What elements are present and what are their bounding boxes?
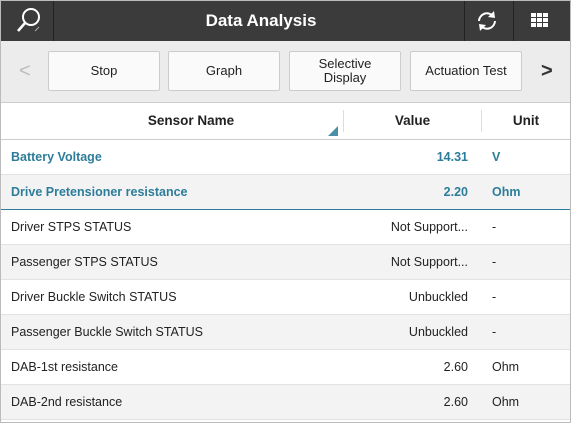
sensor-value: Unbuckled (408, 325, 468, 339)
column-header: Sensor Name (147, 113, 235, 128)
table-row[interactable]: Passenger Buckle Switch STATUS Unbuckled - (1, 315, 570, 350)
next-button[interactable]: > (541, 60, 553, 82)
sensor-name: Driver Buckle Switch STATUS (11, 290, 177, 304)
sensor-value: Not Support... (390, 255, 468, 269)
prev-button[interactable]: < (19, 60, 31, 82)
table-row[interactable]: Driver Buckle Switch STATUS Unbuckled - (1, 280, 570, 315)
sensor-name: Driver STPS STATUS (11, 220, 132, 234)
table-header: Sensor Name Value Unit (1, 102, 570, 140)
column-header: Unit (512, 113, 540, 128)
page-title: Data Analysis (205, 11, 317, 30)
sensor-unit: Ohm (492, 360, 520, 374)
table-row[interactable]: DAB-2nd resistance 2.60 Ohm (1, 385, 570, 420)
sensor-unit: - (492, 325, 497, 339)
sensor-value: 2.60 (443, 360, 468, 374)
menu-grid-icon[interactable] (523, 1, 563, 41)
column-divider (481, 110, 482, 132)
sensor-name: DAB-1st resistance (11, 360, 118, 374)
column-divider (343, 110, 344, 132)
sensor-value: 2.60 (443, 395, 468, 409)
sensor-name: Passenger Buckle Switch STATUS (11, 325, 203, 339)
sensor-unit: - (492, 255, 497, 269)
sensor-unit: - (492, 290, 497, 304)
sensor-value: 2.20 (443, 185, 468, 199)
resize-handle[interactable] (328, 126, 338, 136)
sensor-value: Unbuckled (408, 290, 468, 304)
title-bar: Data Analysis (1, 1, 570, 41)
sensor-name: Battery Voltage (11, 150, 102, 164)
table-row[interactable]: Passenger STPS STATUS Not Support... - (1, 245, 570, 280)
table-row[interactable]: DAB-1st resistance 2.60 Ohm (1, 350, 570, 385)
sensor-name: DAB-2nd resistance (11, 395, 123, 409)
refresh-icon[interactable] (467, 1, 507, 41)
column-header: Value (394, 113, 431, 128)
toolbar-button[interactable]: Graph (168, 51, 280, 91)
sensor-unit: V (492, 150, 501, 164)
sensor-unit: Ohm (492, 185, 521, 199)
sensor-unit: Ohm (492, 395, 520, 409)
table-row[interactable]: Drive Pretensioner resistance 2.20 Ohm (1, 175, 570, 210)
sensor-value: 14.31 (436, 150, 468, 164)
table-row[interactable]: Battery Voltage 14.31 V (1, 140, 570, 175)
toolbar: < > Stop Graph Selective Display Actuation … (1, 41, 570, 103)
sensor-unit: - (492, 220, 497, 234)
search-icon[interactable] (13, 1, 53, 41)
sensor-name: Passenger STPS STATUS (11, 255, 158, 269)
sensor-value: Not Support... (390, 220, 468, 234)
table-row[interactable]: Driver STPS STATUS Not Support... - (1, 210, 570, 245)
toolbar-button[interactable]: Stop (48, 51, 160, 91)
sensor-name: Drive Pretensioner resistance (11, 185, 188, 199)
toolbar-button[interactable]: Actuation Test (410, 51, 522, 91)
toolbar-button[interactable]: Selective Display (289, 51, 401, 91)
